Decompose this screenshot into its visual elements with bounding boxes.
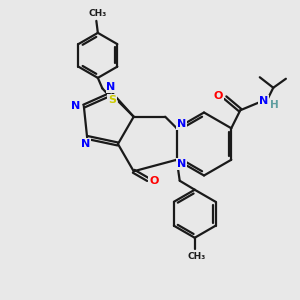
Text: O: O xyxy=(214,91,224,101)
Text: CH₃: CH₃ xyxy=(89,9,107,18)
Text: N: N xyxy=(71,101,80,111)
Text: N: N xyxy=(106,82,116,92)
Text: N: N xyxy=(81,139,90,149)
Text: O: O xyxy=(149,176,159,186)
Text: S: S xyxy=(108,95,116,105)
Text: N: N xyxy=(259,96,268,106)
Text: H: H xyxy=(269,100,278,110)
Text: CH₃: CH₃ xyxy=(187,252,205,261)
Text: N: N xyxy=(177,119,186,129)
Text: N: N xyxy=(177,159,186,169)
